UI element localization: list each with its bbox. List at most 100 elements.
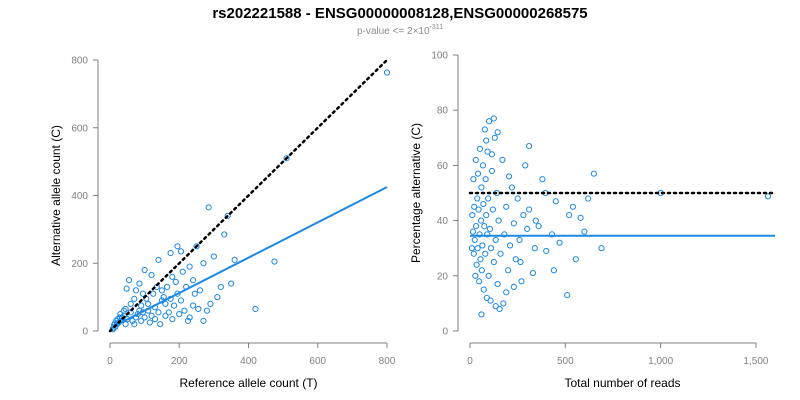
left-x-tick-label: 200 xyxy=(171,356,188,367)
left-y-tick-label: 800 xyxy=(71,56,88,67)
right-y-tick-label: 20 xyxy=(437,271,449,282)
right-scatter-point xyxy=(550,267,557,274)
right-scatter-point xyxy=(495,217,502,224)
right-scatter-point xyxy=(543,247,550,255)
right-scatter-point xyxy=(470,176,477,183)
right-scatter-point xyxy=(556,239,563,246)
left-scatter-point xyxy=(214,294,221,301)
right-scatter-point xyxy=(485,272,492,279)
right-scatter-point xyxy=(479,162,487,169)
left-y-tick-label: 200 xyxy=(71,259,88,270)
left-scatter-point xyxy=(151,316,159,323)
right-scatter-point xyxy=(490,115,497,122)
left-scatter-point xyxy=(172,278,179,285)
right-scatter-point xyxy=(469,211,476,219)
left-scatter-point xyxy=(139,290,146,297)
right-scatter-point xyxy=(471,203,478,210)
left-scatter-point xyxy=(224,212,231,219)
right-scatter-point xyxy=(477,217,485,224)
left-scatter-point xyxy=(170,302,178,309)
left-scatter-point xyxy=(127,300,134,307)
right-scatter-point xyxy=(473,261,480,268)
left-scatter-point xyxy=(155,309,162,316)
left-scatter-point xyxy=(179,268,186,275)
right-scatter-point xyxy=(484,148,491,155)
right-scatter-point xyxy=(476,231,483,238)
left-scatter-point xyxy=(252,305,259,313)
right-scatter-point xyxy=(492,303,499,310)
right-scatter-point xyxy=(585,195,592,202)
left-x-tick-label: 600 xyxy=(309,356,326,367)
left-scatter-point xyxy=(176,310,183,318)
right-scatter-point xyxy=(482,250,489,257)
left-scatter-point xyxy=(165,309,172,316)
right-y-tick-label: 80 xyxy=(437,106,449,117)
right-scatter-point xyxy=(474,195,481,202)
right-scatter-point xyxy=(482,176,489,183)
right-scatter-point xyxy=(517,258,524,266)
right-scatter-point xyxy=(474,245,481,252)
left-x-tick-label: 800 xyxy=(379,356,396,367)
right-scatter-point xyxy=(598,245,605,252)
right-scatter-point xyxy=(516,236,523,244)
subtitle-prefix: p-value <= 2×10 xyxy=(357,26,430,37)
left-scatter-point xyxy=(169,316,176,323)
right-scatter-point xyxy=(486,225,494,232)
right-scatter-point xyxy=(539,176,546,183)
left-scatter-point xyxy=(207,300,214,307)
left-scatter-point xyxy=(221,231,228,238)
left-y-tick-label: 600 xyxy=(71,123,88,134)
right-scatter-point xyxy=(500,300,507,307)
chart-subtitle: p-value <= 2×10-311 xyxy=(357,24,443,37)
right-scatter-point xyxy=(566,211,573,219)
left-scatter-point xyxy=(283,155,290,162)
right-scatter-point xyxy=(476,278,483,285)
left-scatter-point xyxy=(160,294,167,301)
left-scatter-point xyxy=(162,300,169,307)
right-scatter-point xyxy=(525,206,533,213)
left-x-tick-label: 400 xyxy=(240,356,257,367)
right-scatter-point xyxy=(468,245,476,252)
right-scatter-point xyxy=(577,214,584,221)
right-scatter-point xyxy=(535,223,542,230)
right-scatter-point xyxy=(481,126,488,133)
left-scatter-point xyxy=(114,316,121,323)
left-scatter-point xyxy=(131,321,138,328)
left-scatter-point xyxy=(190,277,197,284)
right-scatter-point xyxy=(510,220,517,227)
right-scatter-point xyxy=(479,242,486,249)
left-scatter-point xyxy=(177,297,185,304)
right-scatter-point xyxy=(505,267,512,274)
left-scatter-point xyxy=(184,317,192,324)
left-scatter-point xyxy=(181,307,188,314)
left-scatter-point xyxy=(141,266,148,274)
left-scatter-point xyxy=(123,285,130,292)
left-scatter-point xyxy=(131,295,138,302)
right-scatter-point xyxy=(480,200,487,208)
right-scatter-panel: 0 20 40 60 80 100 0 500 1,000 1,500 Total number o… xyxy=(409,51,777,390)
right-scatter-point xyxy=(524,225,531,232)
right-y-tick-label: 60 xyxy=(437,161,449,172)
right-scatter-point xyxy=(478,184,485,191)
left-scatter-point xyxy=(138,317,145,324)
left-scatter-point xyxy=(191,290,198,297)
right-scatter-point xyxy=(572,256,579,263)
left-scatter-point xyxy=(146,319,153,326)
left-scatter-point xyxy=(144,300,152,307)
right-scatter-point xyxy=(476,145,484,152)
left-x-axis-label: Reference allele count (T) xyxy=(179,376,317,390)
right-scatter-point xyxy=(483,137,490,144)
right-x-axis-label: Total number of reads xyxy=(564,376,680,390)
right-scatter-point xyxy=(485,118,493,125)
right-scatter-point xyxy=(472,272,479,279)
right-scatter-point xyxy=(518,278,525,285)
chart-title: rs202221588 - ENSG00000008128,ENSG000002… xyxy=(212,5,587,22)
left-scatter-point xyxy=(200,260,207,267)
left-scatter-point xyxy=(205,204,212,211)
right-scatter-point xyxy=(474,170,482,177)
left-scatter-point xyxy=(203,307,211,314)
right-scatter-point xyxy=(503,203,510,210)
left-x-tick-label: 0 xyxy=(107,356,113,367)
left-scatter-point xyxy=(186,314,193,321)
right-scatter-point xyxy=(520,211,527,219)
